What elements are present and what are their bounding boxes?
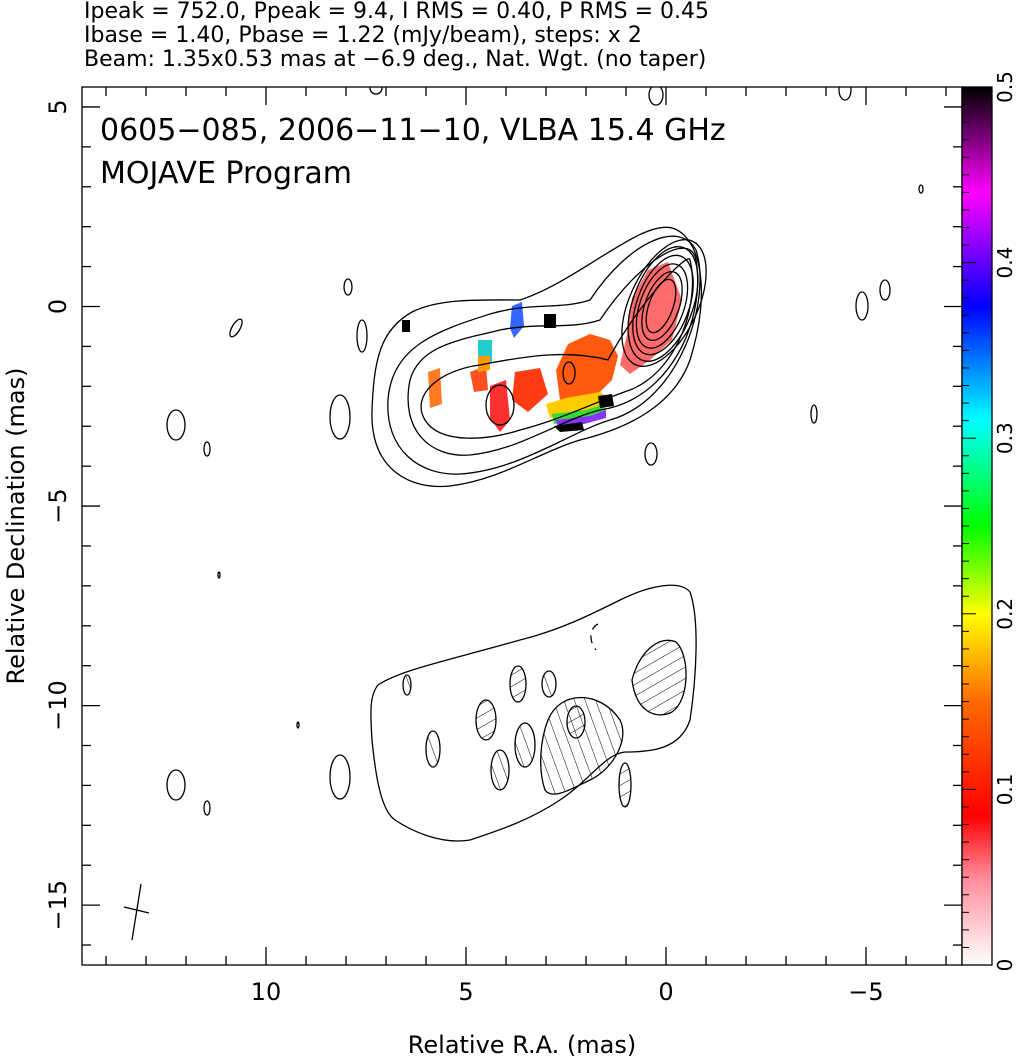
beam-major-axis [131, 883, 142, 941]
contour-blob [203, 800, 211, 816]
colorbar-axis: 0 0.1 0.2 0.3 0.4 0.5 [962, 71, 1017, 971]
pol-intensity-hatched-knot [509, 665, 527, 703]
polarization-patch-gradient-1 [546, 392, 612, 418]
contour-core-4 [632, 254, 694, 356]
restoring-beam [123, 883, 150, 941]
pol-intensity-hatched-knot [402, 674, 412, 696]
contour-core-2 [641, 271, 683, 341]
x-tick-label: −5 [848, 978, 883, 1006]
x-axis-label: Relative R.A. (mas) [408, 1031, 636, 1059]
contour-blob [855, 291, 869, 321]
contour-blob [329, 754, 351, 800]
colorbar-tick-label: 0.4 [993, 247, 1017, 279]
map-area [123, 87, 924, 941]
header-ipeak-line: Ipeak = 752.0, Ppeak = 9.4, I RMS = 0.40… [84, 0, 709, 24]
y-tick-label: −5 [44, 488, 72, 523]
pol-intensity-open-arc [590, 623, 599, 651]
contour-blob [356, 319, 368, 353]
contour-inner-knot-2 [562, 361, 576, 385]
header-ibase-line: Ibase = 1.40, Pbase = 1.22 (mJy/beam), s… [84, 23, 642, 48]
chart-subtitle: MOJAVE Program [100, 156, 352, 191]
contour-jet-outer [371, 226, 702, 488]
polarized-intensity-panel [370, 584, 697, 842]
polarization-patch-jet-orange [556, 334, 618, 404]
contour-blob [369, 87, 383, 95]
contour-core-3 [635, 263, 689, 349]
stokes-i-contours-core [371, 226, 707, 488]
y-tick-label: 0 [44, 299, 72, 314]
colorbar-tick-label: 0.2 [993, 598, 1017, 630]
stokes-i-contours-isolated [166, 87, 924, 816]
colorbar-tick-label: 0.5 [993, 71, 1017, 103]
plot-frame [81, 86, 963, 966]
pol-intensity-hatched-knot [618, 762, 632, 808]
pol-intensity-hatched-core [631, 639, 687, 716]
pol-intensity-hatched-knot [490, 749, 510, 791]
x-tick-label: 10 [251, 978, 282, 1006]
contour-blob [810, 404, 818, 424]
contour-blob [229, 318, 243, 338]
y-tick-label: −10 [44, 680, 72, 731]
contour-blob [203, 441, 211, 457]
contour-core-1 [645, 278, 677, 334]
contour-blob [329, 394, 351, 440]
polarization-patch-gradient-3 [556, 410, 606, 428]
contour-blob [918, 184, 924, 194]
colorbar-tick-label: 0.1 [993, 773, 1017, 805]
contour-blob [838, 87, 852, 101]
y-tick-label: 5 [44, 99, 72, 114]
y-axis: 5 0 −5 −10 −15 [44, 99, 962, 946]
header-beam-line: Beam: 1.35x0.53 mas at −6.9 deg., Nat. W… [84, 47, 707, 72]
contour-blob [644, 442, 658, 466]
polarization-patch-gradient-4 [554, 422, 584, 432]
chart-title: 0605−085, 2006−11−10, VLBA 15.4 GHz [100, 113, 726, 148]
polarization-patch-jet-red-3 [470, 366, 488, 392]
colorbar-tick-label: 0 [993, 959, 1017, 972]
contour-inner-knot [485, 384, 515, 426]
y-tick-label: −15 [44, 880, 72, 931]
beam-minor-axis [123, 906, 150, 914]
x-axis: 10 5 0 −5 [105, 87, 947, 1006]
contour-jet-1 [420, 258, 694, 439]
x-tick-label: 5 [458, 978, 473, 1006]
polarization-patch-jet-red-2 [490, 380, 510, 432]
colorbar-tick-label: 0.3 [993, 422, 1017, 454]
pol-intensity-hatched-knot [541, 670, 557, 698]
polarization-patch-black-1 [402, 320, 410, 332]
pol-intensity-hatched-knot [514, 722, 536, 768]
pol-intensity-hatched-knot [475, 699, 497, 741]
polarization-patch-north-1 [510, 302, 524, 338]
contour-blob [166, 769, 186, 801]
polarization-patch-jet-red-1 [512, 368, 548, 412]
pol-intensity-hatched-knot [566, 705, 586, 739]
pol-intensity-hatched-jet [540, 697, 624, 795]
contour-blob [879, 279, 891, 301]
polarization-patch-core [620, 262, 682, 374]
pol-intensity-hatched-knot [425, 730, 441, 768]
contour-blob [217, 571, 221, 579]
contour-blob [296, 721, 300, 729]
contour-blob [166, 409, 186, 441]
fractional-polarization-patches [402, 262, 682, 432]
contour-blob [648, 87, 664, 106]
contour-jet-3 [387, 235, 701, 475]
polarization-patch-black-2 [544, 314, 556, 328]
y-axis-label: Relative Declination (mas) [2, 367, 30, 684]
contour-blob [343, 278, 353, 296]
pol-intensity-outer-contour [370, 584, 697, 842]
polarization-patch-west-edge [428, 368, 442, 408]
contour-jet-2 [407, 247, 699, 456]
x-tick-label: 0 [658, 978, 673, 1006]
